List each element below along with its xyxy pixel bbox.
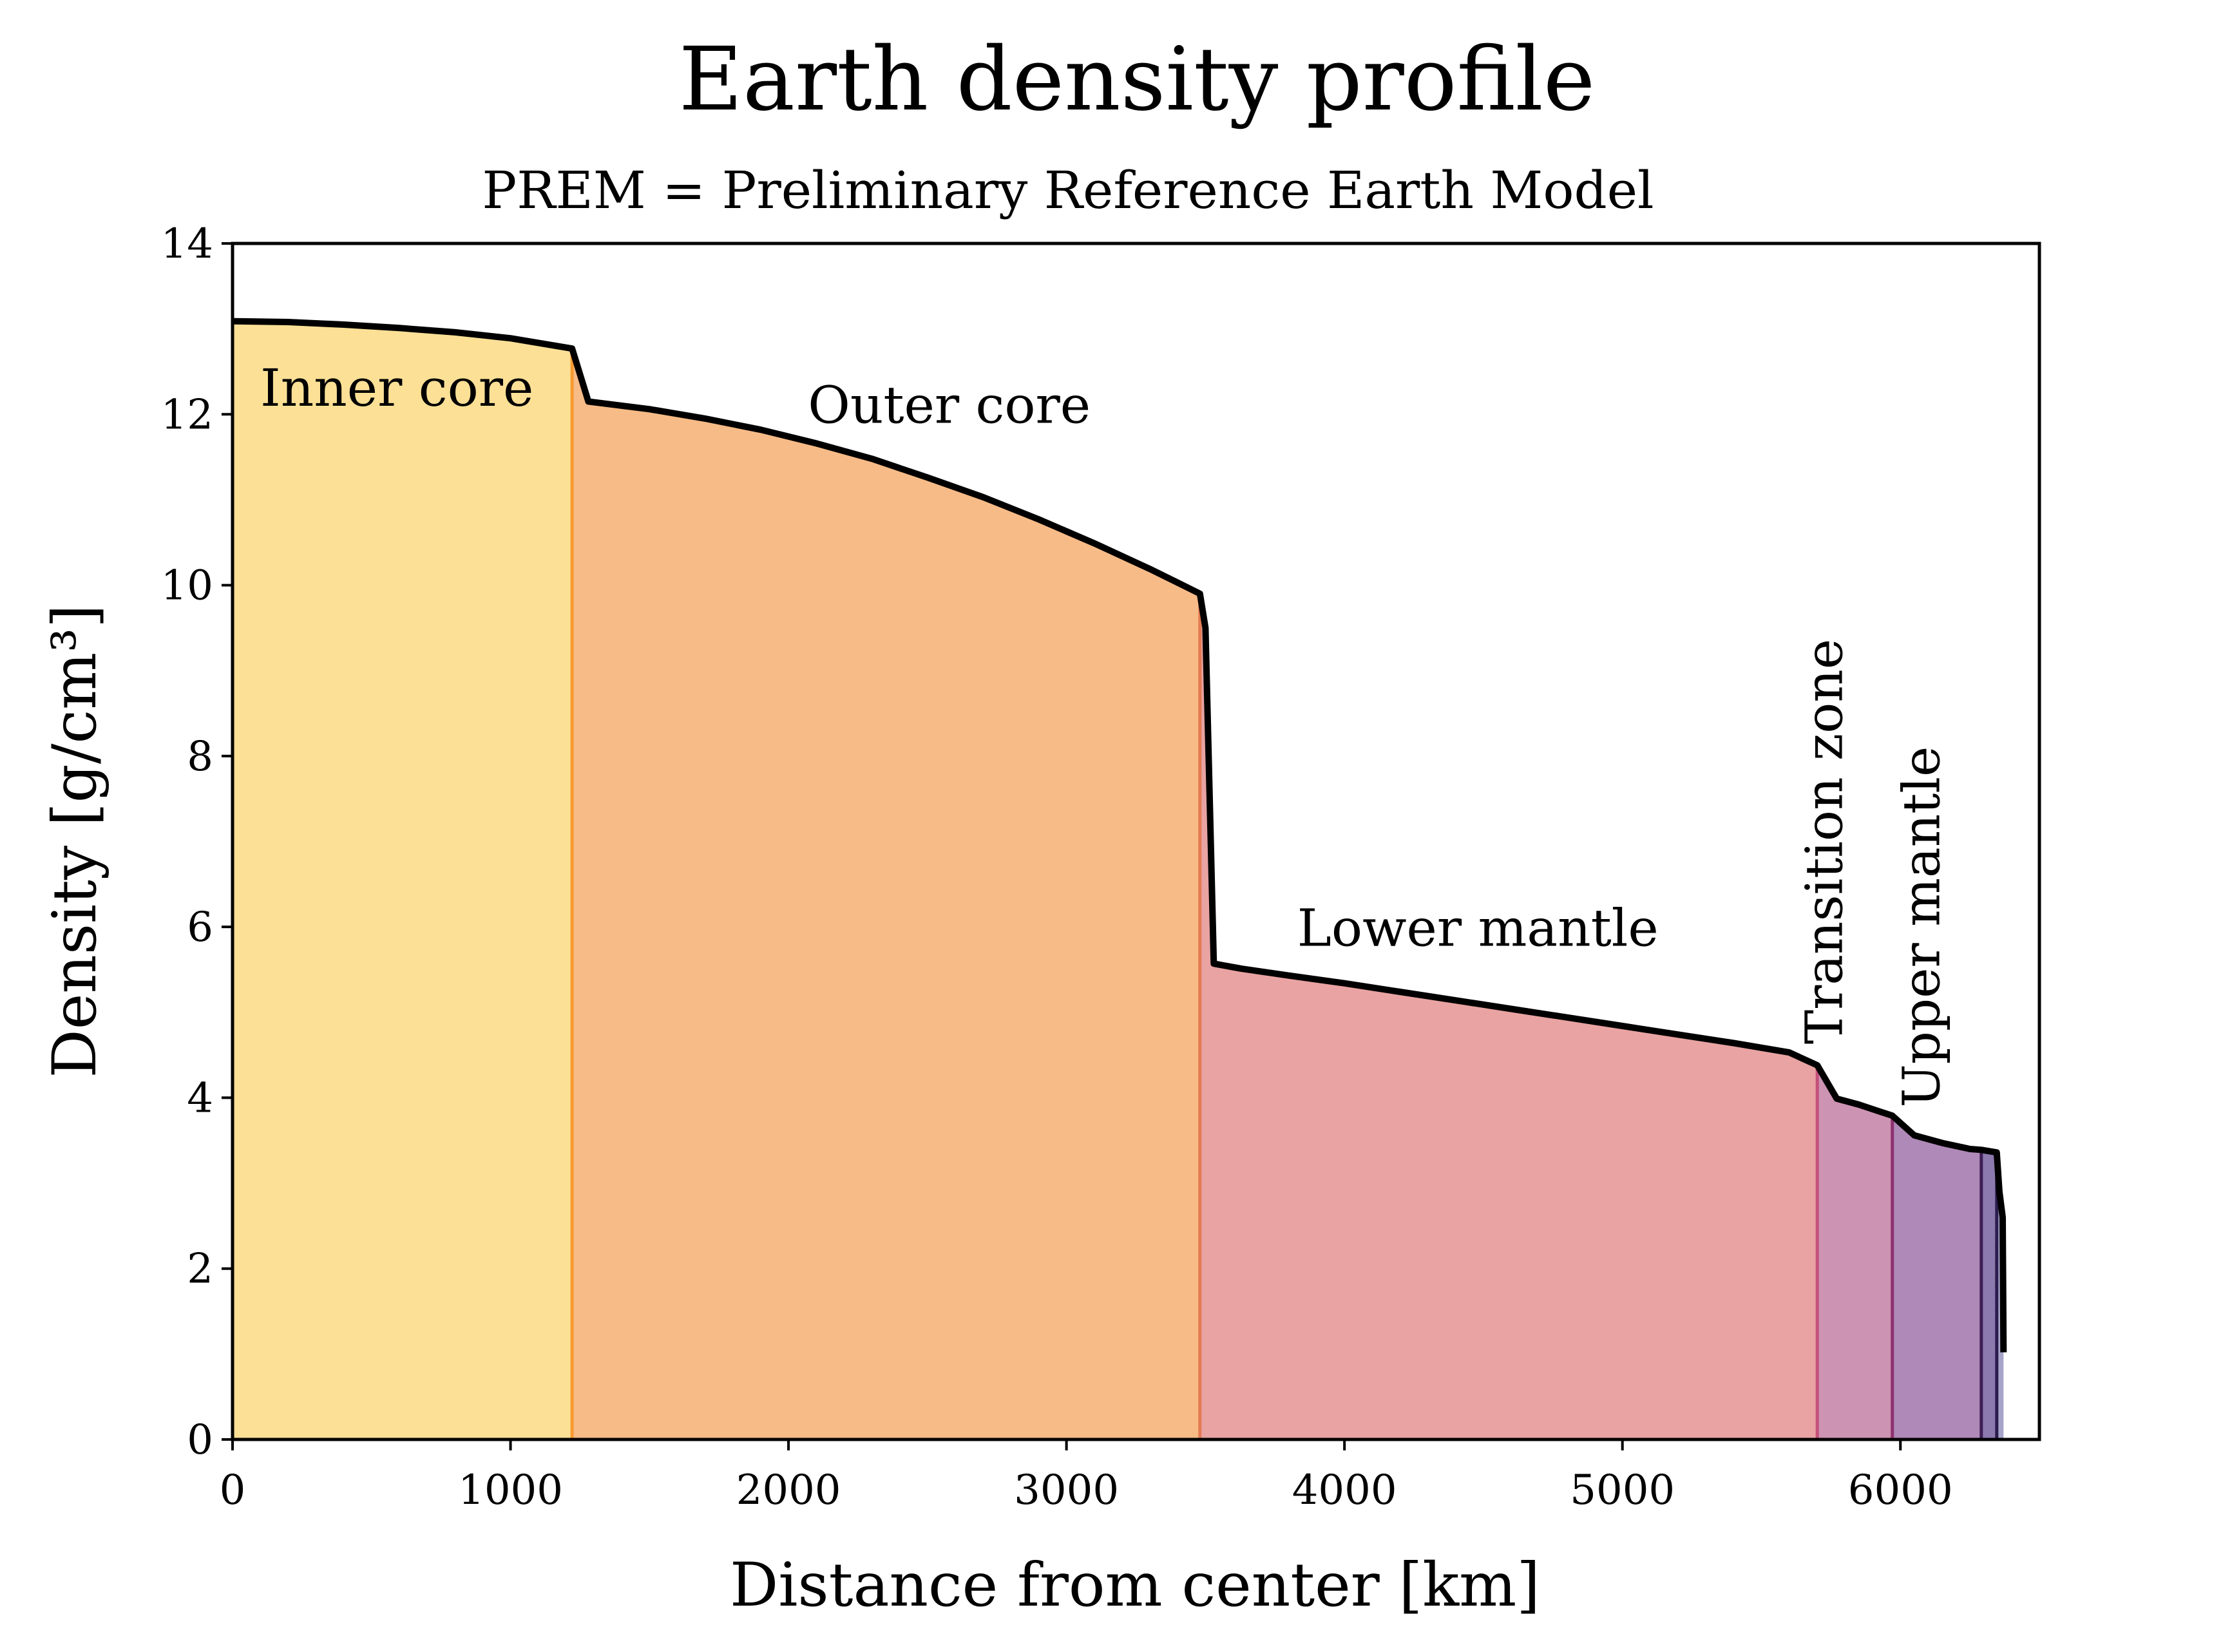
region-label: Transition zone xyxy=(1795,639,1855,1045)
x-tick-label: 5000 xyxy=(1570,1467,1675,1514)
region-area-6 xyxy=(1981,1150,1997,1439)
y-tick-label: 10 xyxy=(161,562,213,610)
region-areas xyxy=(233,321,2004,1440)
plot-frame xyxy=(231,242,2041,1441)
region-area-4 xyxy=(1817,1065,1893,1439)
x-axis-ticks: 0 1000 2000 3000 4000 5000 6000 xyxy=(220,1439,1953,1514)
y-axis-ticks: 0 2 4 6 8 10 12 14 xyxy=(161,220,233,1464)
chart-subtitle: PREM = Preliminary Reference Earth Model xyxy=(482,160,1654,220)
region-label: Upper mantle xyxy=(1892,746,1952,1108)
region-label: Inner core xyxy=(260,358,533,418)
region-area-2 xyxy=(572,348,1200,1440)
y-tick-label: 4 xyxy=(187,1074,213,1122)
y-tick-label: 6 xyxy=(187,904,213,951)
region-area-3 xyxy=(1199,593,1818,1439)
density-profile-line xyxy=(232,318,2007,1353)
x-tick-label: 3000 xyxy=(1014,1467,1119,1514)
y-tick-label: 8 xyxy=(187,733,213,781)
x-tick-label: 6000 xyxy=(1848,1467,1953,1514)
y-tick-label: 0 xyxy=(187,1416,213,1464)
x-tick-label: 4000 xyxy=(1292,1467,1397,1514)
region-label: Lower mantle xyxy=(1297,898,1659,958)
y-tick-label: 12 xyxy=(161,391,213,439)
chart-title: Earth density profile xyxy=(679,29,1596,131)
region-label: Outer core xyxy=(808,375,1091,435)
x-tick-label: 1000 xyxy=(458,1467,563,1514)
region-area-5 xyxy=(1892,1116,1981,1439)
y-axis-label: Density [g/cm³] xyxy=(40,604,110,1078)
x-tick-label: 0 xyxy=(220,1467,246,1514)
region-area-1 xyxy=(233,321,573,1440)
y-tick-label: 14 xyxy=(161,220,213,268)
region-boundaries xyxy=(570,348,1999,1439)
y-tick-label: 2 xyxy=(187,1246,213,1293)
x-axis-label: Distance from center [km] xyxy=(730,1550,1540,1620)
region-annotations: Inner core Outer core Lower mantle Transiti… xyxy=(260,358,1951,1108)
x-tick-label: 2000 xyxy=(736,1467,841,1514)
